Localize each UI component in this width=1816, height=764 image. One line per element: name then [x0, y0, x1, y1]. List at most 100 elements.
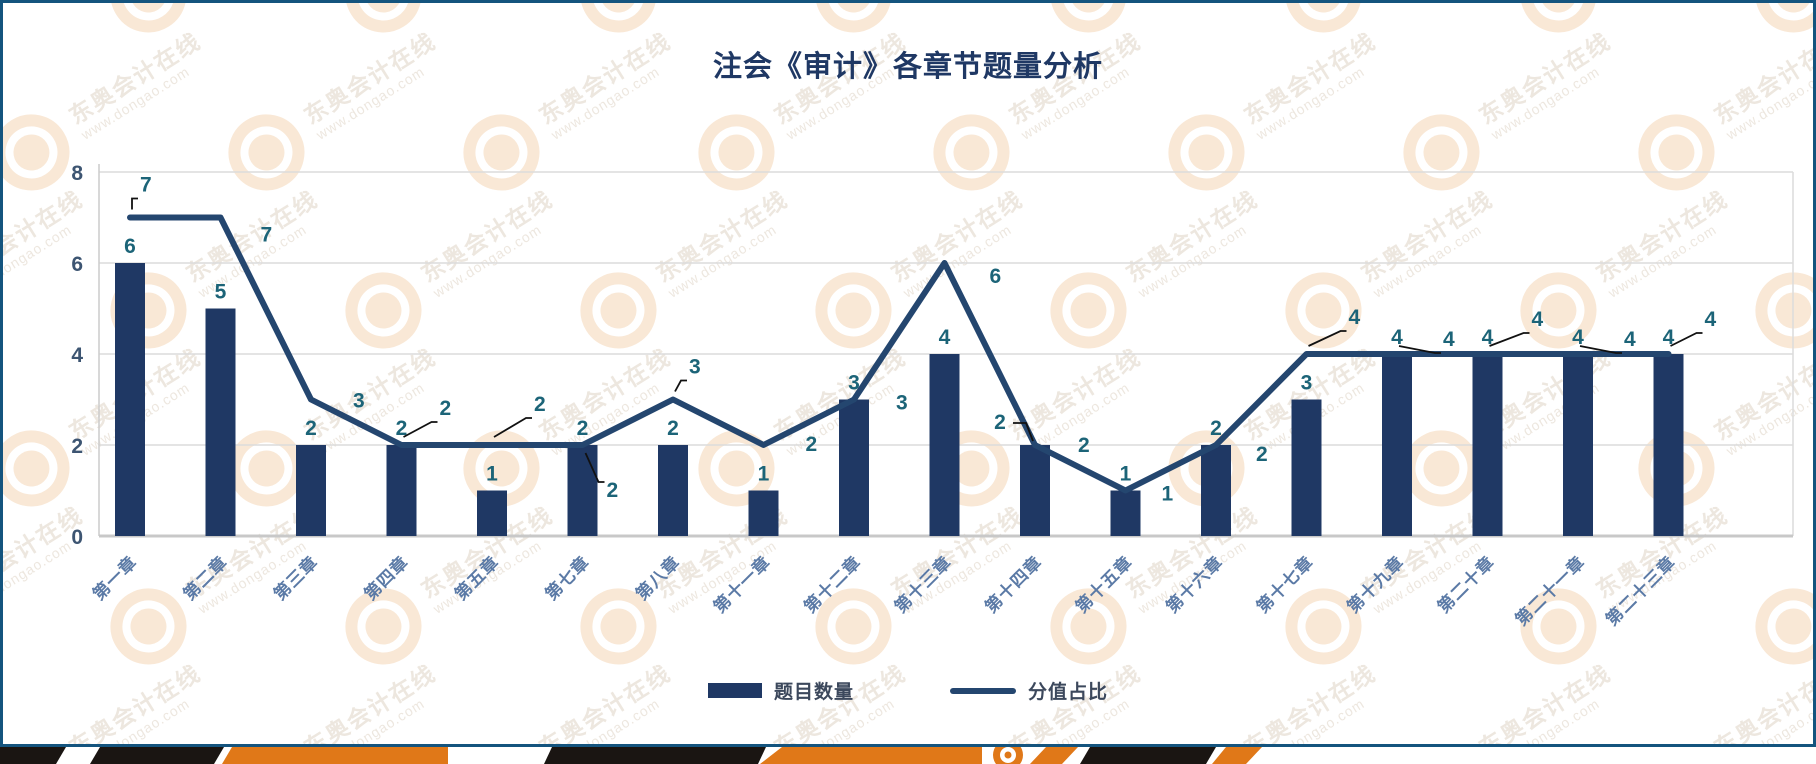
bar — [1563, 354, 1593, 536]
bar-series-label: 题目数量 — [773, 682, 854, 703]
banner-logo-icon — [1004, 751, 1012, 759]
bar — [477, 490, 507, 536]
line-label-leader-line — [674, 379, 687, 392]
bar — [1020, 445, 1050, 536]
line-series — [127, 214, 1672, 494]
line-value-label: 4 — [1532, 308, 1544, 331]
x-axis-label: 第二十三章 — [1602, 552, 1680, 630]
bar — [1110, 490, 1141, 536]
bar-value-label: 1 — [486, 463, 498, 486]
bar-value-label: 2 — [994, 411, 1006, 434]
x-axis-label: 第十四章 — [981, 552, 1046, 617]
x-axis-label: 第五章 — [451, 552, 503, 604]
chart-title: 注会《审计》各章节题量分析 — [712, 51, 1103, 83]
bar-label-leader-line — [1013, 422, 1034, 442]
banner-shape — [1080, 747, 1216, 764]
bar — [205, 308, 236, 536]
x-axis-label: 第十九章 — [1343, 552, 1408, 617]
line-value-label: 3 — [689, 356, 701, 379]
banner-shape — [1030, 747, 1078, 764]
line-value-label: 4 — [1349, 306, 1361, 329]
line-label-leader-line — [1579, 345, 1622, 354]
bar-value-label: 1 — [1120, 463, 1132, 486]
line-value-label: 7 — [140, 174, 152, 197]
y-axis-tick-label: 0 — [71, 526, 83, 549]
bar-value-label: 3 — [1301, 372, 1313, 395]
line-value-label: 2 — [1078, 434, 1090, 457]
y-axis-tick-label: 8 — [71, 162, 83, 185]
line-value-label: 4 — [1705, 308, 1717, 331]
x-axis-label: 第二十章 — [1433, 552, 1498, 617]
line-label-leader-line — [403, 421, 438, 438]
x-axis-label: 第八章 — [632, 552, 684, 604]
banner-shape — [0, 747, 66, 764]
legend-item-bars: 题目数量 — [707, 677, 854, 704]
bar — [1382, 354, 1412, 536]
bar-series-swatch — [707, 683, 762, 698]
bar — [386, 445, 417, 536]
line-label-leader-line — [493, 417, 532, 438]
y-axis-tick-label: 6 — [71, 253, 83, 276]
line-value-label: 6 — [990, 265, 1002, 288]
bar — [567, 445, 598, 536]
banner-shape — [1212, 747, 1262, 764]
x-axis-label: 第七章 — [541, 552, 593, 604]
bar — [115, 263, 145, 536]
x-axis-label: 第三章 — [270, 552, 322, 604]
x-axis-label: 第十七章 — [1252, 552, 1317, 617]
x-axis-label: 第十一章 — [709, 552, 774, 617]
x-axis-label: 第二十一章 — [1511, 552, 1589, 630]
banner-shape — [760, 747, 982, 764]
bar-value-label: 4 — [1572, 326, 1584, 349]
x-axis-label: 第四章 — [360, 552, 412, 604]
bar — [1472, 354, 1503, 536]
bar-value-label: 2 — [577, 417, 589, 440]
line-value-label: 3 — [896, 392, 908, 415]
x-axis-label: 第十二章 — [800, 552, 865, 617]
line-value-label: 2 — [1256, 443, 1268, 466]
line-value-label: 3 — [353, 390, 365, 413]
line-value-label: 2 — [534, 393, 546, 416]
line-value-label: 2 — [440, 397, 452, 420]
banner-shape — [90, 747, 224, 764]
line-label-leader-line — [1489, 332, 1530, 347]
line-value-label: 4 — [1624, 328, 1636, 351]
x-axis-label: 第一章 — [89, 552, 141, 604]
line-label-leader-line — [1670, 332, 1703, 347]
line-series-swatch — [950, 687, 1016, 694]
banner-shape — [544, 747, 766, 764]
banner-shape — [222, 747, 448, 764]
bar — [748, 490, 779, 536]
x-axis-label: 第十五章 — [1071, 552, 1136, 617]
bar-value-label: 4 — [1482, 326, 1494, 349]
bar-value-label: 1 — [758, 463, 770, 486]
bar — [1291, 399, 1322, 536]
bar-value-label: 5 — [215, 281, 227, 304]
bar — [658, 445, 688, 536]
bar-value-label: 2 — [396, 417, 408, 440]
line-label-leader-line — [1308, 330, 1347, 347]
bottom-banner-strip — [0, 747, 1816, 764]
x-axis-label: 第二章 — [179, 552, 231, 604]
y-axis-tick-label: 2 — [71, 435, 83, 458]
bar — [296, 445, 326, 536]
line-label-leader-line — [584, 452, 605, 483]
x-axis-label: 第十六章 — [1162, 552, 1227, 617]
bar — [1653, 354, 1684, 536]
bar — [929, 354, 960, 536]
bar-value-label: 2 — [305, 417, 317, 440]
bar-value-label: 2 — [667, 417, 679, 440]
line-value-label: 7 — [261, 224, 273, 247]
bar-value-label: 4 — [1391, 326, 1403, 349]
bar-value-label: 3 — [848, 372, 860, 395]
line-value-label: 2 — [607, 479, 619, 502]
line-value-label: 2 — [806, 433, 818, 456]
legend-item-line: 分值占比 — [950, 677, 1108, 704]
bar-value-label: 4 — [939, 326, 951, 349]
bar-value-label: 6 — [124, 235, 136, 258]
line-label-leader-line — [1398, 345, 1441, 354]
line-series-label: 分值占比 — [1028, 682, 1109, 703]
bar-value-label: 4 — [1663, 326, 1675, 349]
bar — [839, 399, 869, 536]
